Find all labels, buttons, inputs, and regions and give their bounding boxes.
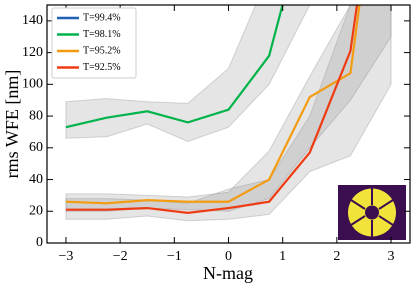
x-tick-label: 2 bbox=[333, 249, 340, 264]
confidence-band bbox=[65, 5, 311, 142]
legend-label: T=92.5% bbox=[83, 62, 121, 73]
series-line bbox=[65, 5, 361, 205]
confidence-band bbox=[65, 5, 392, 222]
x-axis-label: N-mag bbox=[203, 263, 253, 283]
y-tick-label: 0 bbox=[36, 235, 43, 250]
lines bbox=[65, 5, 361, 214]
axes: −3 −2 −1 0 1 2 3 0 20 40 60 80 100 120 140 bbox=[22, 5, 410, 264]
series-line bbox=[65, 5, 359, 214]
legend-label: T=98.1% bbox=[83, 29, 121, 40]
y-tick-label: 60 bbox=[29, 140, 43, 155]
y-tick-label: 40 bbox=[29, 172, 43, 187]
y-tick-label: 140 bbox=[22, 13, 43, 28]
x-tick-label: −3 bbox=[59, 249, 74, 264]
pupil-inset bbox=[338, 185, 406, 240]
x-tick-label: 1 bbox=[279, 249, 286, 264]
y-tick-label: 100 bbox=[22, 77, 43, 92]
y-tick-label: 20 bbox=[29, 203, 43, 218]
x-tick-label: −1 bbox=[167, 249, 182, 264]
y-axis-label: rms WFE [nm] bbox=[2, 70, 22, 179]
series-line bbox=[65, 5, 284, 129]
y-tick-label: 120 bbox=[22, 45, 43, 60]
bands bbox=[65, 5, 392, 222]
legend-label: T=99.4% bbox=[83, 12, 121, 23]
y-tick-label: 80 bbox=[29, 108, 43, 123]
legend-label: T=95.2% bbox=[83, 45, 121, 56]
legend: T=99.4% T=98.1% T=95.2% T=92.5% bbox=[51, 7, 137, 79]
x-tick-label: −2 bbox=[113, 249, 128, 264]
x-tick-label: 0 bbox=[225, 249, 232, 264]
x-tick-label: 3 bbox=[388, 249, 395, 264]
